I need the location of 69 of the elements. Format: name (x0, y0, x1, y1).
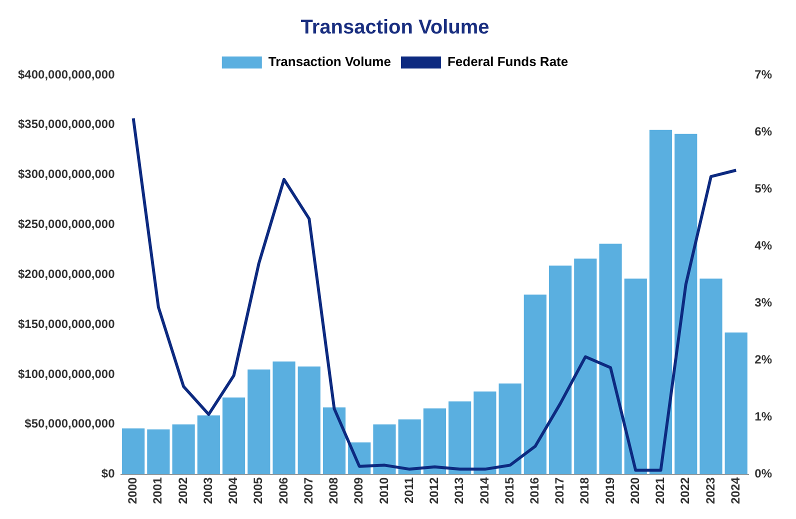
bar (574, 258, 597, 474)
x-tick-label: 2022 (678, 476, 692, 504)
x-tick-label: 2006 (276, 476, 290, 504)
bar (398, 419, 421, 474)
y-tick-label: $200,000,000,000 (18, 266, 116, 281)
y-tick-label: $150,000,000,000 (18, 316, 116, 331)
x-tick-label: 2004 (226, 476, 240, 504)
chart-title: Transaction Volume (300, 16, 490, 39)
bar (222, 397, 246, 474)
y2-tick-label: 4% (754, 238, 772, 252)
bar (322, 407, 346, 474)
bar (548, 266, 572, 474)
x-tick-label: 2002 (176, 476, 190, 504)
bar (498, 383, 522, 474)
x-tick-label: 2014 (477, 476, 492, 504)
x-tick-label: 2016 (527, 476, 542, 504)
y-tick-label: $300,000,000,000 (18, 167, 116, 182)
bar (700, 278, 722, 474)
y2-tick-label: 5% (754, 181, 772, 196)
x-tick-label: 2000 (126, 476, 140, 504)
y2-tick-label: 7% (754, 67, 772, 82)
x-tick-label: 2024 (728, 476, 742, 504)
y2-tick-label: 3% (754, 295, 772, 310)
x-tick-label: 2012 (427, 476, 442, 504)
y-tick-label: $350,000,000,000 (18, 117, 116, 132)
bar (649, 130, 672, 474)
x-tick-label: 2018 (578, 476, 592, 504)
y-tick-label: $250,000,000,000 (18, 217, 116, 232)
y2-tick-label: 1% (754, 410, 772, 424)
x-tick-label: 2007 (301, 476, 316, 504)
bar (674, 134, 698, 474)
x-tick-label: 2023 (703, 476, 718, 504)
bar (172, 424, 195, 474)
bar (197, 415, 220, 474)
y2-tick-label: 0% (754, 466, 772, 481)
bar (373, 424, 396, 474)
x-tick-label: 2001 (150, 476, 165, 504)
bar (524, 294, 546, 474)
bar (248, 369, 270, 474)
bar (298, 366, 320, 474)
y2-tick-label: 6% (754, 124, 772, 138)
bar (122, 428, 145, 474)
y-tick-label: $400,000,000,000 (18, 67, 116, 82)
x-tick-label: 2015 (502, 476, 516, 504)
y-tick-label: $100,000,000,000 (18, 366, 116, 381)
bar (724, 332, 748, 474)
bar (423, 408, 446, 474)
bar (474, 391, 496, 474)
x-tick-label: 2021 (653, 476, 668, 504)
x-tick-label: 2020 (628, 476, 642, 504)
bar (599, 244, 622, 474)
x-tick-label: 2010 (376, 476, 391, 504)
y2-tick-label: 2% (754, 352, 772, 367)
x-tick-label: 2017 (552, 476, 567, 504)
x-tick-label: 2019 (602, 476, 617, 504)
x-tick-label: 2003 (200, 476, 215, 504)
y-tick-label: $50,000,000,000 (24, 416, 116, 431)
y-tick-label: $0 (101, 466, 116, 481)
x-tick-label: 2013 (452, 476, 466, 504)
bar (624, 278, 647, 474)
bar (272, 362, 296, 474)
x-tick-label: 2009 (352, 476, 366, 504)
bar (147, 429, 170, 474)
bar (448, 401, 472, 474)
legend-label: Federal Funds Rate (447, 54, 568, 70)
x-tick-label: 2005 (251, 476, 266, 504)
x-tick-label: 2008 (326, 476, 341, 504)
x-tick-label: 2011 (402, 476, 416, 504)
legend-label: Transaction Volume (268, 54, 391, 70)
